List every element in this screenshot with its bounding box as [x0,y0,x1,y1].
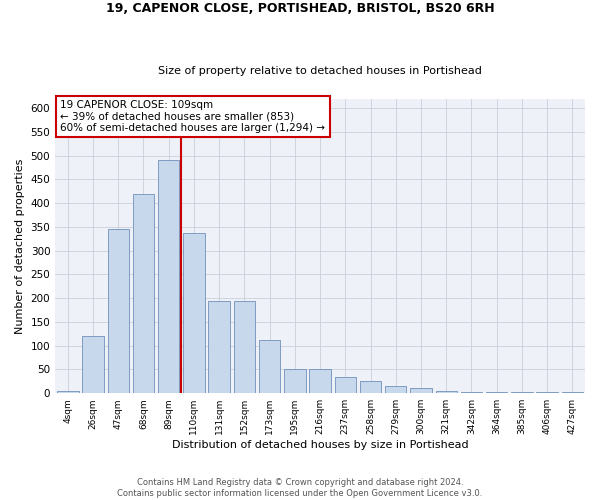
Bar [360,382,381,393]
Title: Size of property relative to detached houses in Portishead: Size of property relative to detached ho… [158,66,482,76]
Text: 19, CAPENOR CLOSE, PORTISHEAD, BRISTOL, BS20 6RH: 19, CAPENOR CLOSE, PORTISHEAD, BRISTOL, … [106,2,494,16]
Bar [436,391,457,393]
Bar [259,340,280,393]
Bar [233,300,255,393]
Bar [310,370,331,393]
Bar [461,392,482,393]
Bar [82,336,104,393]
Bar [284,370,305,393]
Bar [107,229,129,393]
Bar [208,300,230,393]
Bar [562,392,583,393]
Bar [536,392,558,393]
Bar [486,392,508,393]
Bar [385,386,406,393]
Bar [410,388,432,393]
Bar [335,376,356,393]
Bar [183,233,205,393]
Bar [158,160,179,393]
Text: 19 CAPENOR CLOSE: 109sqm
← 39% of detached houses are smaller (853)
60% of semi-: 19 CAPENOR CLOSE: 109sqm ← 39% of detach… [61,100,325,133]
Bar [133,194,154,393]
Bar [57,391,79,393]
Text: Contains HM Land Registry data © Crown copyright and database right 2024.
Contai: Contains HM Land Registry data © Crown c… [118,478,482,498]
X-axis label: Distribution of detached houses by size in Portishead: Distribution of detached houses by size … [172,440,469,450]
Y-axis label: Number of detached properties: Number of detached properties [15,158,25,334]
Bar [511,392,533,393]
